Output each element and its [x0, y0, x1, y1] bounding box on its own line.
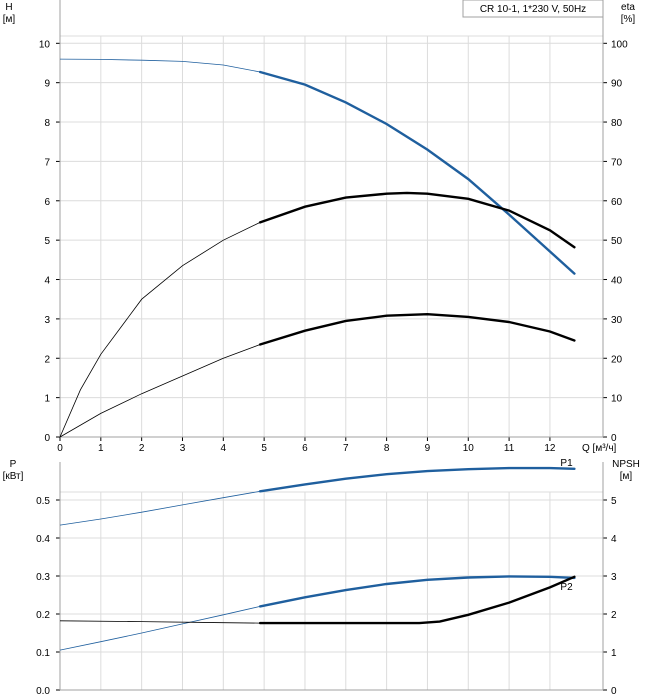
y-tick-label-left-lower: 0.2 — [36, 610, 50, 621]
y-tick-label-left: 4 — [44, 276, 50, 287]
y-tick-label-left: 8 — [44, 118, 50, 129]
x-tick-label: 3 — [180, 443, 186, 454]
y-tick-label-left: 0 — [44, 433, 50, 444]
y-axis-unit-left: [м] — [3, 14, 16, 25]
y-tick-label-right-lower: 2 — [611, 610, 617, 621]
y-tick-label-right: 70 — [611, 157, 623, 168]
y-tick-label-right: 100 — [611, 39, 628, 50]
series — [59, 58, 576, 651]
y-tick-label-left-lower: 0.3 — [36, 572, 50, 583]
upper-series-1-extended — [59, 222, 261, 438]
y-tick-label-right: 30 — [611, 315, 623, 326]
y-tick-label-left: 9 — [44, 79, 50, 90]
y-axis-title-left-lower: P — [10, 459, 17, 470]
labels: 0 1 2 3 4 5 6 7 8 9 10 11 12012345678910010203040506… — [3, 0, 640, 697]
plot-frame — [56, 0, 607, 691]
x-tick-label: 4 — [221, 443, 227, 454]
x-tick-label: 8 — [384, 443, 390, 454]
y-axis-title-left: H — [5, 2, 12, 13]
chart-title-box — [462, 0, 604, 18]
x-tick-label: 11 — [504, 443, 515, 454]
x-tick-label: 2 — [139, 443, 145, 454]
lower-series-2-line — [258, 575, 576, 625]
x-axis-title: Q [м³/ч] — [582, 443, 617, 454]
y-tick-label-right: 90 — [611, 79, 623, 90]
y-tick-label-left: 7 — [44, 157, 50, 168]
lower-series-0-line — [258, 466, 576, 493]
y-tick-label-right: 10 — [611, 394, 623, 405]
x-tick-label: 0 — [57, 443, 63, 454]
x-tick-label: 7 — [343, 443, 349, 454]
y-tick-label-left: 1 — [44, 394, 50, 405]
y-tick-label-right-lower: 1 — [611, 648, 617, 659]
upper-series-2-line — [258, 312, 576, 346]
y-tick-label-left-lower: 0.5 — [36, 496, 50, 507]
x-tick-label: 12 — [544, 443, 556, 454]
lower-series-0-extended — [59, 490, 261, 526]
lower-series-2-extended — [59, 620, 261, 624]
chart-title: CR 10-1, 1*230 V, 50Hz — [480, 4, 586, 15]
y-tick-label-right-lower: 5 — [611, 496, 617, 507]
y-axis-unit-right: [%] — [621, 14, 636, 25]
y-axis-unit-left-lower: [кВт] — [3, 471, 24, 482]
y-tick-label-left: 2 — [44, 354, 50, 365]
y-tick-label-left-lower: 0.1 — [36, 648, 50, 659]
y-tick-label-right: 0 — [611, 433, 617, 444]
y-axis-title-right-lower: NPSH — [612, 459, 640, 470]
lower-series-1-line — [258, 575, 576, 608]
y-tick-label-left: 3 — [44, 315, 50, 326]
upper-series-0-line — [258, 70, 576, 275]
upper-series-1-line — [258, 191, 576, 249]
series-label-p1: P1 — [560, 458, 573, 469]
x-tick-label: 6 — [302, 443, 308, 454]
y-tick-label-left: 6 — [44, 197, 50, 208]
lower-series-1-extended — [59, 606, 261, 651]
y-tick-label-left: 5 — [44, 236, 50, 247]
y-tick-label-right: 40 — [611, 276, 623, 287]
x-tick-label: 9 — [425, 443, 431, 454]
y-axis-title-right: eta — [621, 2, 635, 13]
upper-series-2-extended — [59, 344, 261, 438]
y-tick-label-right: 60 — [611, 197, 623, 208]
y-tick-label-right: 20 — [611, 354, 623, 365]
y-tick-label-left-lower: 0.0 — [36, 686, 50, 697]
y-tick-label-right-lower: 3 — [611, 572, 617, 583]
y-tick-label-right: 50 — [611, 236, 623, 247]
x-tick-label: 1 — [98, 443, 104, 454]
y-tick-label-right-lower: 4 — [611, 534, 617, 545]
y-tick-label-left: 10 — [39, 39, 51, 50]
series-label-p2: P2 — [560, 582, 573, 593]
x-tick-label: 10 — [463, 443, 475, 454]
y-tick-label-right-lower: 0 — [611, 686, 617, 697]
y-tick-label-right: 80 — [611, 118, 623, 129]
y-axis-unit-right-lower: [м] — [620, 471, 633, 482]
upper-series-0-extended — [59, 58, 261, 73]
y-tick-label-left-lower: 0.4 — [36, 534, 50, 545]
x-tick-label: 5 — [261, 443, 267, 454]
